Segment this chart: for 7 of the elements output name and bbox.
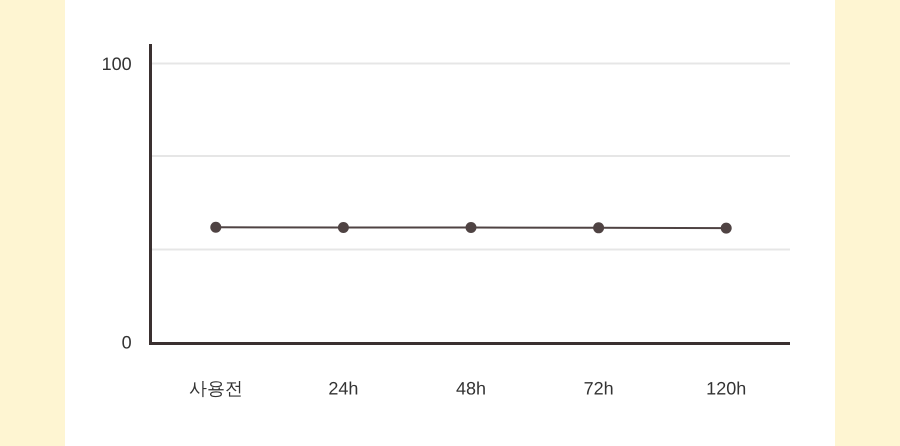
x-tick-label: 72h [584, 378, 614, 398]
x-tick-label: 사용전 [188, 378, 243, 398]
x-tick-label: 48h [456, 378, 486, 398]
x-tick-label: 120h [706, 378, 746, 398]
y-tick-label: 0 [122, 332, 132, 352]
x-tick-label: 24h [328, 378, 358, 398]
y-tick-label: 100 [102, 54, 132, 74]
